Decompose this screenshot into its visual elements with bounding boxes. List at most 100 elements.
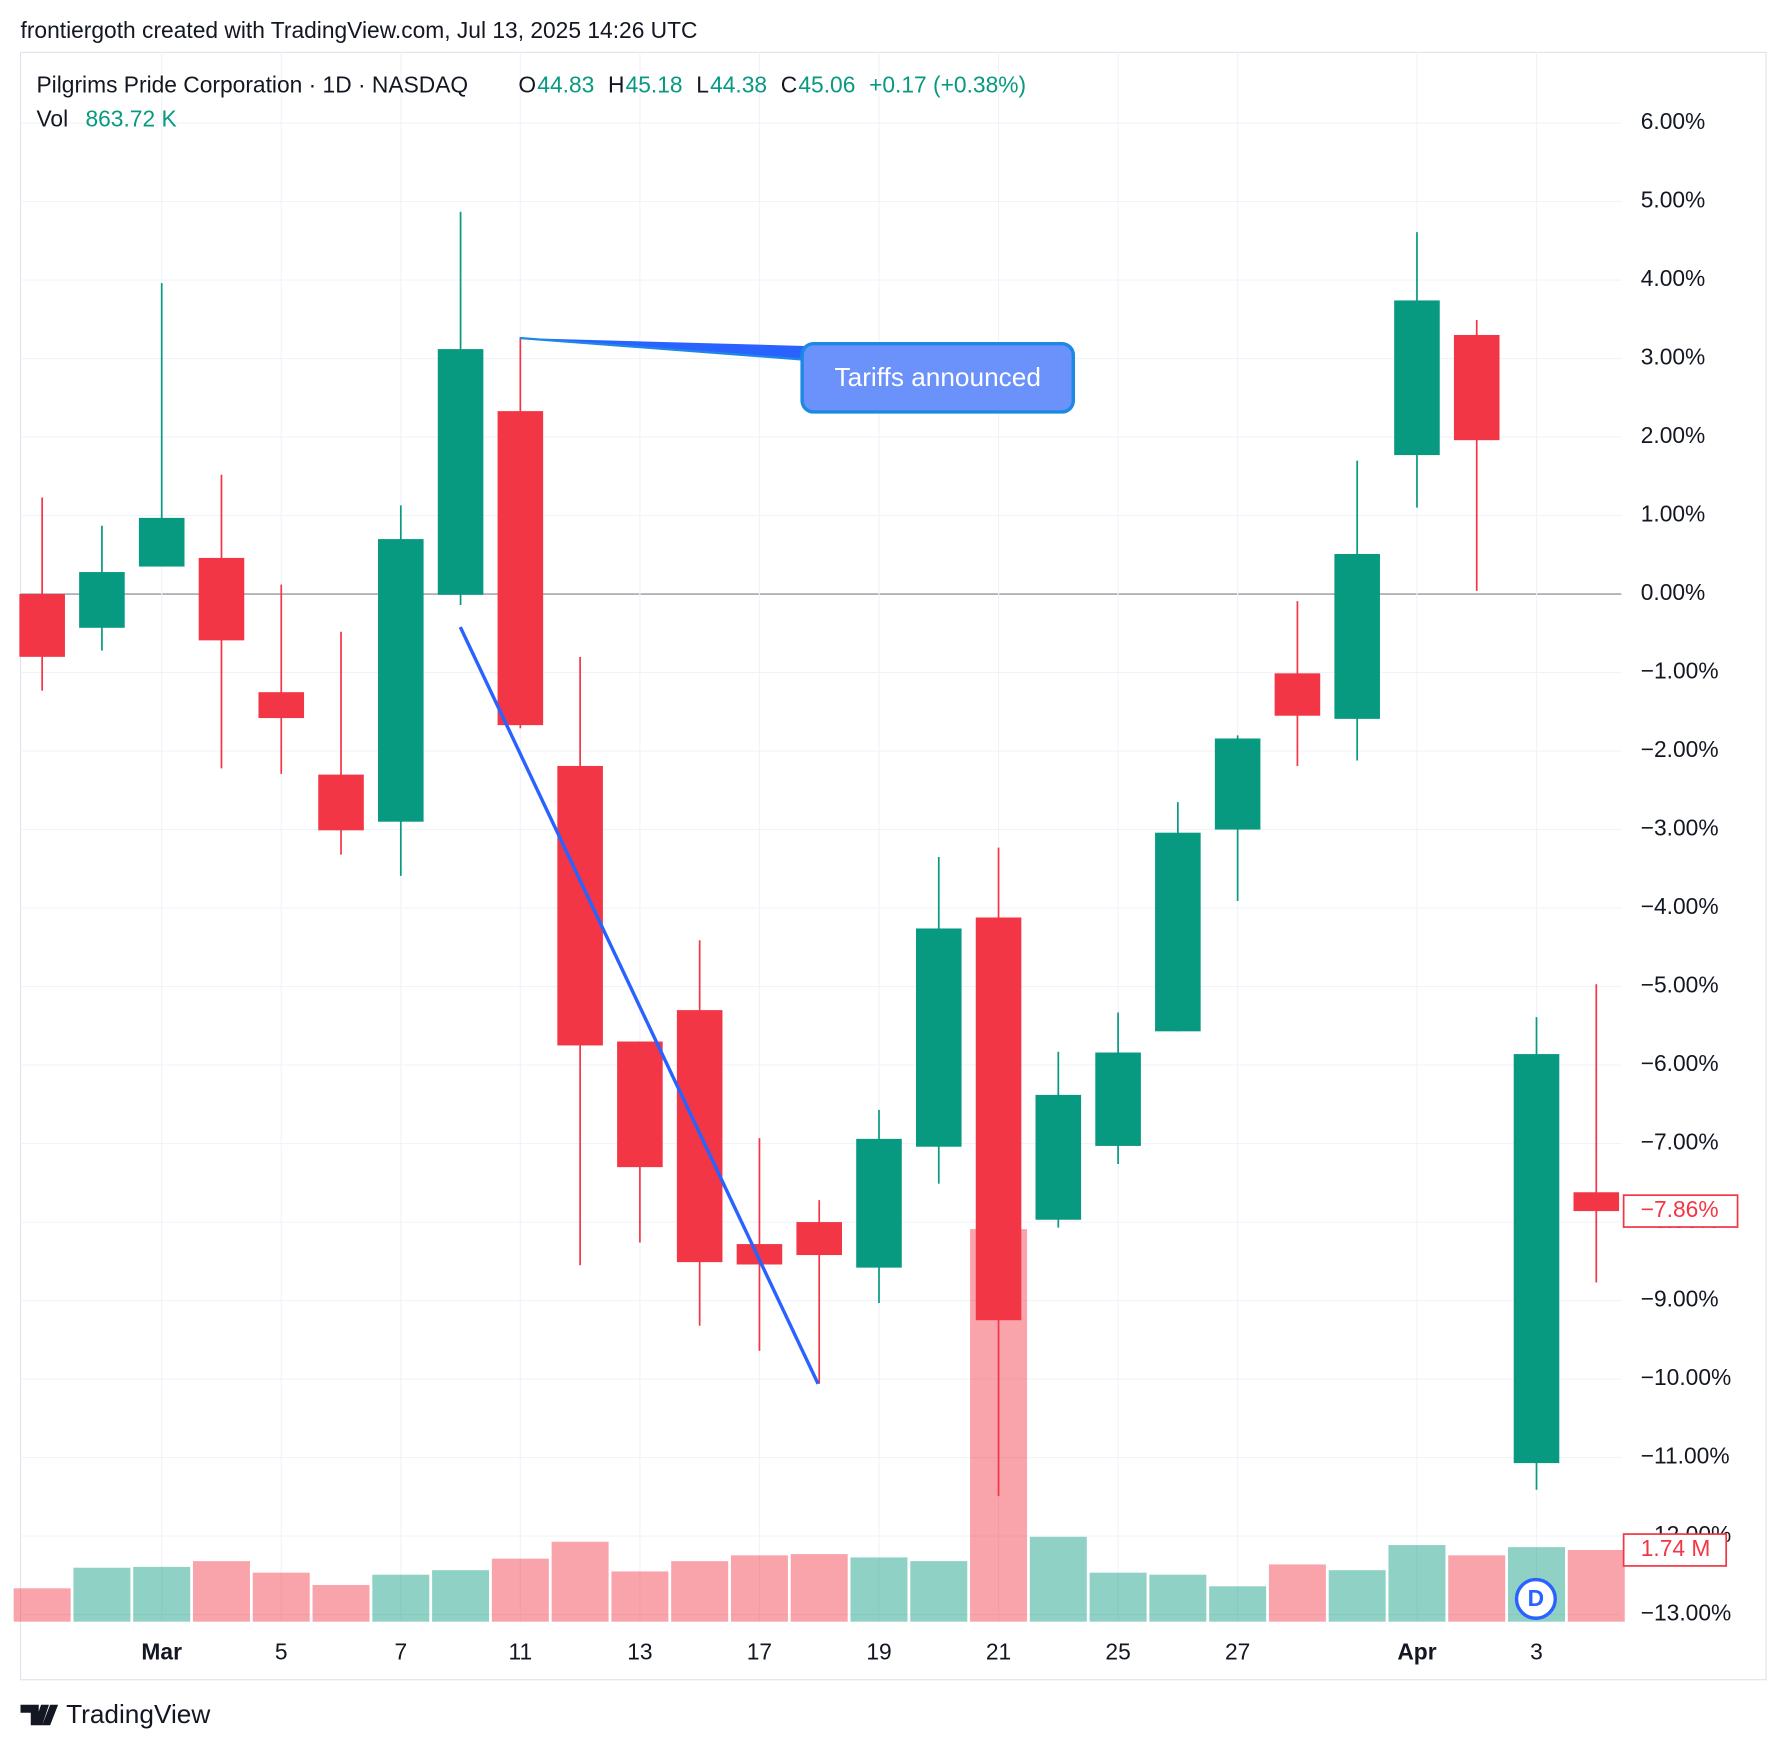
brand-logo [20,1704,59,1726]
candle-body [1214,738,1261,830]
candle-body [258,692,305,719]
volume-value: 863.72 K [85,106,176,132]
candle-body [1573,1192,1620,1212]
volume-bar [551,1541,609,1622]
y-tick-label: −10.00% [1641,1364,1732,1390]
x-tick-label: 13 [627,1639,652,1665]
volume-bar [1567,1549,1625,1622]
chart-frame [19,51,1767,1681]
x-tick-label: 5 [275,1639,288,1665]
ohlc-value: 44.38 [710,72,767,98]
dividend-marker[interactable] [1514,1577,1557,1620]
volume-bar [312,1585,370,1622]
y-tick-label: 5.00% [1641,187,1706,213]
y-tick-label: −3.00% [1641,815,1719,841]
y-tick-label: 1.00% [1641,501,1706,527]
candle-body [1095,1052,1141,1146]
volume-bar [252,1572,310,1622]
callout-text: Tariffs announced [835,362,1041,392]
y-tick-label: −5.00% [1641,972,1719,998]
candle-body [796,1222,843,1256]
change: +0.17 (+0.38%) [869,72,1026,98]
volume [13,1229,1625,1622]
grid [20,52,1622,1622]
volume-bar [730,1555,788,1622]
volume-bar [372,1574,430,1622]
volume-bar [1268,1564,1326,1622]
candle-body [198,557,245,641]
callout-box [800,341,1076,414]
ohlc-value: 44.83 [537,72,594,98]
volume-bar [1328,1570,1386,1622]
y-tick-label: −11.00% [1641,1443,1730,1469]
volume-bar [1029,1536,1087,1622]
y-tick-label: −6.00% [1641,1050,1719,1076]
ohlc-key: H [608,72,624,98]
candle-body [1394,300,1440,456]
candle-body [497,411,544,726]
y-tick-label: −4.00% [1641,893,1719,919]
ohlc-key: L [696,72,709,98]
volume-bar [73,1567,131,1622]
y-tick-label: 4.00% [1641,265,1706,291]
candle-body [318,774,364,831]
y-tick-label: −7.00% [1641,1129,1719,1155]
volume-bar [491,1558,549,1622]
volume-name: Vol [36,106,68,132]
volume-bar [1209,1586,1267,1622]
x-tick-label: Mar [141,1639,182,1665]
candle-body [856,1138,902,1268]
candle-body [138,517,185,567]
x-tick-label: 21 [986,1639,1011,1665]
x-tick-label: 17 [747,1639,772,1665]
x-tick-label: 3 [1530,1639,1543,1665]
volume-bar [671,1561,729,1622]
x-tick-label: 27 [1225,1639,1250,1665]
candle-body [1334,554,1380,719]
candle-body [437,349,484,595]
volume-bar [1448,1555,1506,1622]
candle-body [1274,673,1321,716]
x-tick-label: 7 [394,1639,407,1665]
volume-bar [192,1561,250,1622]
volume-bar [432,1570,490,1622]
last-price-box [1622,1194,1739,1228]
candle-body [378,539,424,822]
brand: TradingView [66,1699,210,1729]
candle-body [1035,1094,1082,1220]
volume-bar [13,1588,71,1622]
y-tick-label: 3.00% [1641,344,1706,370]
y-tick-label: 6.00% [1641,108,1706,134]
ohlc-key: O [518,72,536,98]
volume-bar [910,1561,968,1622]
candle-body [975,917,1022,1321]
ohlc-value: 45.18 [626,72,683,98]
marker-label: D [1528,1585,1544,1611]
x-tick-label: 25 [1105,1639,1130,1665]
volume-bar [611,1571,669,1622]
y-tick-label: −2.00% [1641,736,1719,762]
y-tick-label: −13.00% [1641,1600,1732,1626]
last-price-label: −7.86% [1641,1196,1719,1222]
candle-body [557,765,603,1046]
ohlc-key: C [781,72,797,98]
y-tick-label: 2.00% [1641,422,1706,448]
symbol-title: Pilgrims Pride Corporation · 1D · NASDAQ [36,72,468,98]
volume-bar [1388,1545,1446,1622]
candle-body [1155,832,1201,1032]
volume-bar [133,1566,191,1622]
trend-line [458,626,820,1385]
volume-label: 1.74 M [1641,1535,1711,1561]
candle-body [736,1244,783,1265]
volume-label-box [1622,1533,1728,1567]
y-tick-label: 0.00% [1641,579,1706,605]
y-tick-label: −9.00% [1641,1286,1719,1312]
ohlc-value: 45.06 [798,72,855,98]
credit: frontiergoth created with TradingView.co… [21,17,698,43]
volume-bar [1089,1572,1147,1622]
candle-body [19,594,65,657]
candle-body [79,572,125,628]
volume-bar [850,1557,908,1622]
volume-bar [1149,1574,1207,1622]
